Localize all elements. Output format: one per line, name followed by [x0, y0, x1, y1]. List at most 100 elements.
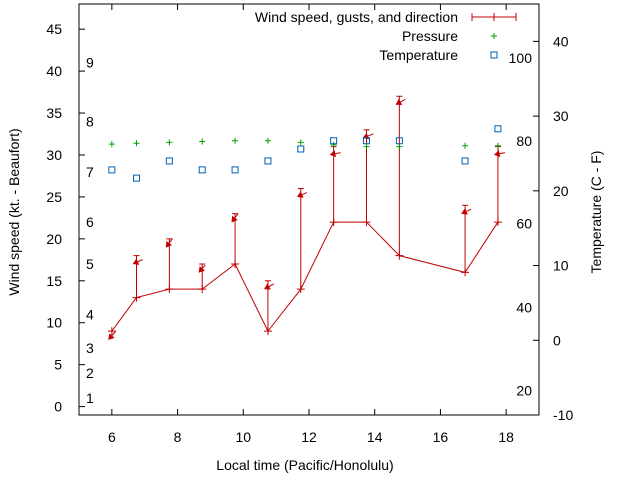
- labels-layer: Local time (Pacific/Honolulu) Wind speed…: [6, 128, 604, 473]
- x-tick-label: 14: [367, 429, 383, 445]
- pressure-point: [494, 142, 501, 149]
- pressure-point: [462, 142, 469, 149]
- arrow-head: [296, 191, 304, 198]
- arrow-head: [264, 283, 271, 290]
- temperature-point: [297, 145, 305, 153]
- wind-speed-line: [111, 221, 499, 333]
- beaufort-tick-label: 4: [86, 306, 94, 322]
- legend-label-pressure: Pressure: [402, 28, 458, 44]
- wind-speed-point: [231, 260, 240, 269]
- temperature-point: [231, 166, 239, 174]
- wind-direction-arrow: [132, 258, 143, 265]
- y-tick-label: 40: [46, 63, 62, 79]
- wind-direction-arrow: [461, 208, 472, 215]
- wind-direction-arrow: [493, 150, 506, 158]
- arrow-head: [132, 258, 140, 265]
- y-tick-label: 35: [46, 105, 62, 121]
- wind-direction-arrow: [264, 283, 275, 290]
- x-axis-label: Local time (Pacific/Honolulu): [216, 457, 393, 473]
- y-tick-label: 45: [46, 21, 62, 37]
- y2-axis-label: Temperature (C - F): [588, 151, 604, 274]
- wind-speed-point: [107, 327, 116, 336]
- arrow-head: [395, 98, 403, 106]
- y-tick-label: 15: [46, 273, 62, 289]
- fahrenheit-tick-label: 100: [509, 50, 533, 66]
- arrow-head: [108, 333, 115, 340]
- beaufort-tick-label: 8: [86, 113, 94, 129]
- beaufort-tick-label: 9: [86, 55, 94, 71]
- wind-speed-point: [132, 293, 141, 302]
- temperature-point: [395, 137, 403, 145]
- x-tick-label: 6: [108, 429, 116, 445]
- legend-symbol-temperature: [490, 51, 498, 59]
- wind-speed-point: [329, 218, 338, 227]
- legend: Wind speed, gusts, and direction Pressur…: [255, 9, 517, 63]
- y2-tick-label: 0: [553, 332, 561, 348]
- y-tick-label: 30: [46, 147, 62, 163]
- pressure-point: [232, 137, 239, 144]
- wind-direction-arrow: [165, 238, 173, 248]
- legend-symbols: [471, 13, 517, 59]
- arrow-head: [231, 215, 238, 223]
- wind-direction-arrow: [296, 191, 307, 198]
- beaufort-tick-label: 1: [86, 390, 94, 406]
- temperature-point: [198, 166, 206, 174]
- wind-speed-point: [493, 218, 502, 227]
- x-tick-label: 16: [433, 429, 449, 445]
- y2-tick-label: 10: [553, 258, 569, 274]
- temperature-point: [494, 125, 502, 133]
- wind-speed-point: [362, 218, 371, 227]
- arrow-head: [165, 240, 173, 248]
- beaufort-tick-label: 5: [86, 256, 94, 272]
- wind-speed-point: [461, 268, 470, 277]
- temperature-point: [264, 157, 272, 165]
- pressure-point: [133, 140, 140, 147]
- fahrenheit-tick-label: 40: [516, 299, 532, 315]
- fahrenheit-tick-label: 80: [516, 133, 532, 149]
- y2-tick-label: 40: [553, 33, 569, 49]
- beaufort-tick-label: 2: [86, 365, 94, 381]
- y2-tick-label: -10: [553, 407, 573, 423]
- arrow-head: [461, 208, 468, 215]
- pressure-point: [330, 141, 337, 148]
- x-tick-label: 8: [174, 429, 182, 445]
- x-tick-label: 18: [498, 429, 514, 445]
- y-tick-label: 25: [46, 189, 62, 205]
- temperature-point: [165, 157, 173, 165]
- pressure-point: [199, 138, 206, 145]
- legend-symbol-pressure: [491, 33, 497, 39]
- pressure-point: [108, 141, 115, 148]
- temperature-point: [363, 137, 370, 145]
- pressure-point: [297, 139, 304, 146]
- wind-direction-arrow: [198, 264, 206, 273]
- pressure-point: [166, 139, 173, 146]
- wind-direction-arrow: [231, 213, 239, 223]
- wind-direction-arrow: [108, 330, 117, 340]
- wind-speed-point: [198, 285, 207, 294]
- arrow-head: [493, 150, 501, 158]
- x-tick-label: 12: [301, 429, 317, 445]
- axes-layer: 6 8 10 12 14 16 18051015202530354045123456789-…: [46, 3, 573, 445]
- beaufort-tick-label: 7: [86, 164, 94, 180]
- beaufort-tick-label: 3: [86, 340, 94, 356]
- pressure-point: [363, 143, 370, 150]
- temperature-point: [108, 166, 116, 174]
- wind-direction-arrow: [329, 150, 341, 158]
- temperature-point: [461, 157, 469, 165]
- y2-tick-label: 20: [553, 183, 569, 199]
- series-layer: [107, 95, 506, 340]
- wind-speed-point: [165, 285, 174, 294]
- legend-symbol-wind-marker: [490, 13, 498, 21]
- legend-label-wind: Wind speed, gusts, and direction: [255, 9, 458, 25]
- beaufort-tick-label: 6: [86, 214, 94, 230]
- temperature-point: [133, 174, 140, 182]
- x-tick-label: 10: [235, 429, 251, 445]
- temperature-point: [330, 137, 338, 145]
- fahrenheit-tick-label: 20: [516, 382, 532, 398]
- y-axis-label: Wind speed (kt. - Beaufort): [6, 128, 22, 295]
- y2-tick-label: 30: [553, 108, 569, 124]
- y-tick-label: 5: [54, 357, 62, 373]
- legend-label-temperature: Temperature: [379, 47, 458, 63]
